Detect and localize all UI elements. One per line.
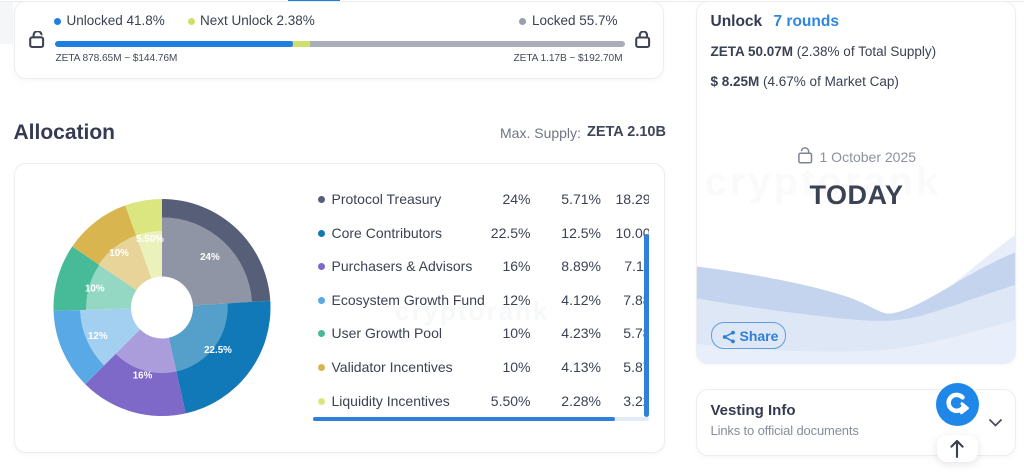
svg-text:5.50%: 5.50% [136,234,164,245]
svg-text:12%: 12% [88,330,108,341]
svg-text:10%: 10% [109,247,129,258]
svg-text:22.5%: 22.5% [204,345,232,356]
svg-text:16%: 16% [133,370,153,381]
svg-text:24%: 24% [200,252,220,263]
svg-text:10%: 10% [85,283,105,294]
